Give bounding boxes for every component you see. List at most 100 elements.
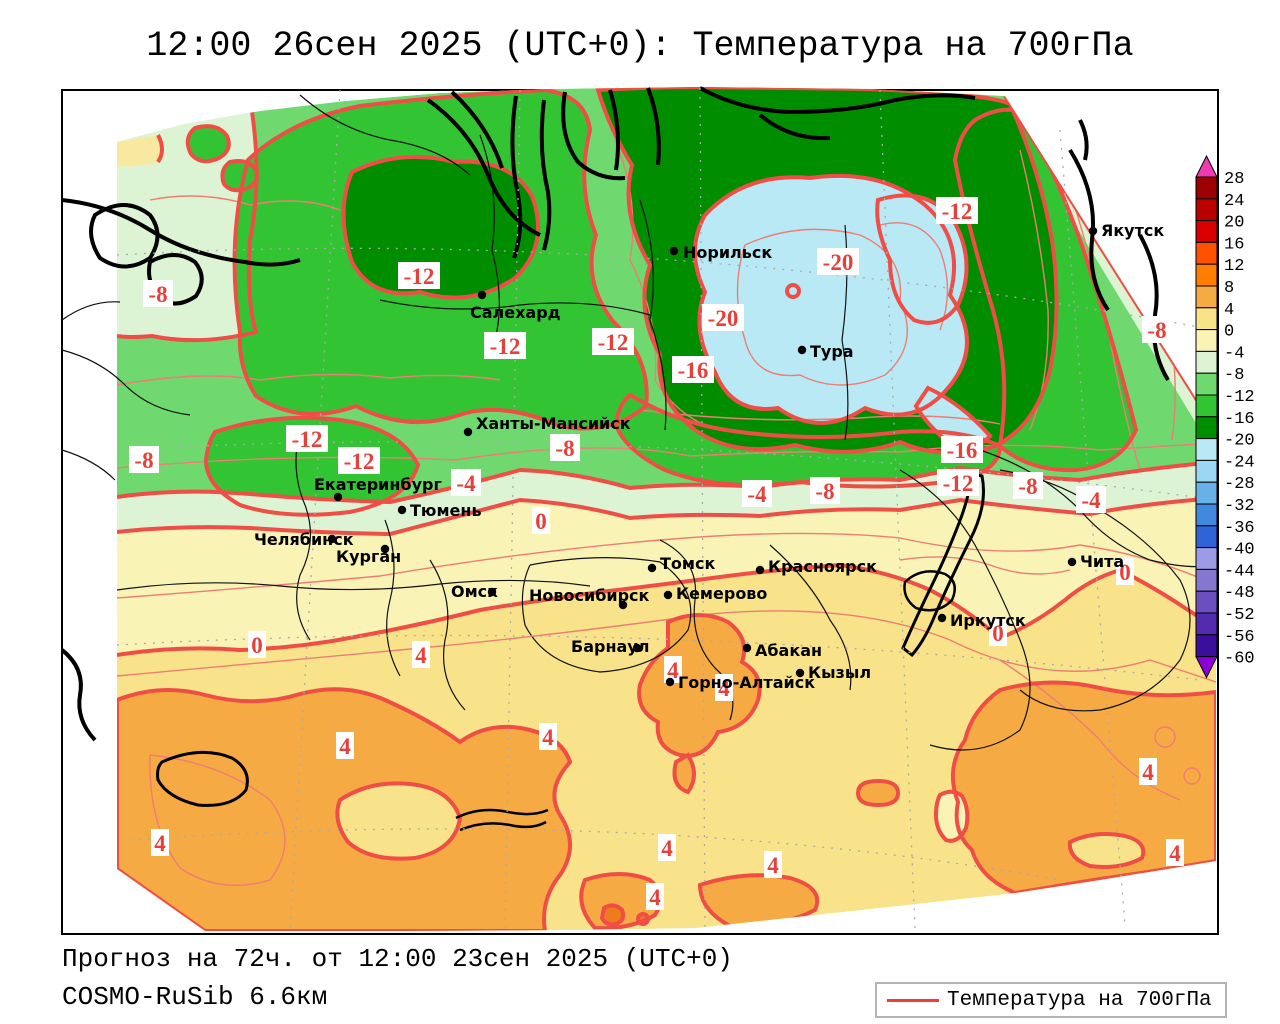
city-label: Тюмень xyxy=(410,501,482,520)
lake-sw xyxy=(156,750,249,807)
svg-text:-8: -8 xyxy=(134,448,153,473)
colorbar-label: -60 xyxy=(1224,650,1255,669)
colorbar-label: -28 xyxy=(1224,475,1255,494)
svg-text:4: 4 xyxy=(1142,760,1154,785)
colorbar-block xyxy=(1195,220,1218,243)
svg-text:-12: -12 xyxy=(404,264,435,289)
city-dot xyxy=(477,290,487,300)
colorbar-label: 24 xyxy=(1224,192,1244,211)
legend-box: Температура на 700гПа xyxy=(875,982,1227,1018)
city-Горно-Алтайск: Горно-Алтайск xyxy=(665,673,815,692)
city-label: Омск xyxy=(451,582,498,601)
colorbar-block xyxy=(1195,329,1218,352)
contour-label: -4 xyxy=(1076,486,1106,513)
city-label: Челябинск xyxy=(254,530,354,549)
svg-text:-12: -12 xyxy=(490,334,521,359)
contour-label: -12 xyxy=(484,332,526,359)
svg-text:-20: -20 xyxy=(708,306,739,331)
colorbar-label: -40 xyxy=(1224,541,1255,560)
svg-text:-4: -4 xyxy=(747,482,767,507)
city-label: Абакан xyxy=(755,641,822,660)
svg-text:-12: -12 xyxy=(344,449,375,474)
contour-label: -12 xyxy=(338,447,380,474)
colorbar-label: 8 xyxy=(1224,279,1234,298)
city-Норильск: Норильск xyxy=(669,243,772,262)
svg-text:-8: -8 xyxy=(555,436,574,461)
colorbar-block xyxy=(1195,416,1218,440)
city-label: Томск xyxy=(660,554,715,573)
city-label: Салехард xyxy=(470,303,561,322)
contour-label: 4 xyxy=(658,834,676,861)
colorbar-block xyxy=(1195,307,1218,331)
contour-label: 0 xyxy=(248,631,266,658)
city-dot xyxy=(797,345,807,355)
svg-text:-4: -4 xyxy=(1081,488,1101,513)
city-Иркутск: Иркутск xyxy=(937,611,1026,630)
city-dot xyxy=(1067,557,1077,567)
svg-text:-8: -8 xyxy=(1018,474,1037,499)
city-dot xyxy=(487,587,497,597)
contour-label: -12 xyxy=(286,425,328,452)
svg-text:-16: -16 xyxy=(678,358,709,383)
svg-text:4: 4 xyxy=(649,885,661,910)
city-label: Горно-Алтайск xyxy=(678,673,815,692)
city-Кемерово: Кемерово xyxy=(663,584,767,603)
colorbar-label: 16 xyxy=(1224,235,1244,254)
contour-label: -16 xyxy=(941,436,983,463)
contour-label: -20 xyxy=(817,248,859,275)
svg-text:4: 4 xyxy=(1169,841,1181,866)
colorbar-triangle-bottom xyxy=(1195,656,1218,679)
svg-text:-8: -8 xyxy=(1147,318,1166,343)
contour-label: 0 xyxy=(989,619,1007,646)
city-label: Чита xyxy=(1080,552,1124,571)
city-Курган: Курган xyxy=(336,544,401,566)
city-Чита: Чита xyxy=(1067,552,1124,571)
city-dot xyxy=(463,427,473,437)
svg-text:0: 0 xyxy=(1119,560,1131,585)
contour-label: -12 xyxy=(936,197,978,224)
city-dot xyxy=(663,590,673,600)
model-info: COSMO-RuSib 6.6км xyxy=(62,982,328,1012)
city-dot xyxy=(618,600,628,610)
svg-text:-12: -12 xyxy=(292,427,323,452)
city-dot xyxy=(665,677,675,687)
model-domain xyxy=(117,87,1216,931)
city-dot xyxy=(333,492,343,502)
colorbar-block xyxy=(1195,503,1218,527)
contour-label: 4 xyxy=(646,883,664,910)
contour-label: -8 xyxy=(810,477,840,504)
svg-text:-8: -8 xyxy=(148,282,167,307)
colorbar-block xyxy=(1195,590,1218,614)
svg-text:-8: -8 xyxy=(815,479,834,504)
contour-label: 4 xyxy=(764,851,782,878)
forecast-info: Прогноз на 72ч. от 12:00 23сен 2025 (UTC… xyxy=(62,944,733,974)
city-label: Якутск xyxy=(1101,221,1164,240)
colorbar-label: -48 xyxy=(1224,584,1255,603)
svg-text:-12: -12 xyxy=(942,199,973,224)
colorbar-label: -20 xyxy=(1224,432,1255,451)
colorbar-block xyxy=(1195,350,1218,374)
city-Якутск: Якутск xyxy=(1088,221,1164,240)
colorbar-block xyxy=(1195,263,1218,287)
contour-label: -8 xyxy=(1142,316,1172,343)
city-dot xyxy=(937,613,947,623)
colorbar-label: -32 xyxy=(1224,497,1255,516)
contour-label: -12 xyxy=(592,328,634,355)
svg-text:-12: -12 xyxy=(598,330,629,355)
city-dot xyxy=(397,505,407,515)
city-dot xyxy=(1088,226,1098,236)
contour-label: 0 xyxy=(532,507,550,534)
contour-label: -20 xyxy=(702,304,744,331)
city-Омск: Омск xyxy=(451,582,498,601)
contour-label: -12 xyxy=(937,469,979,496)
city-Челябинск: Челябинск xyxy=(254,530,354,549)
lake-near-irkutsk xyxy=(903,570,957,612)
legend-line-sample xyxy=(887,998,939,1002)
city-Барнаул: Барнаул xyxy=(571,637,649,656)
svg-text:4: 4 xyxy=(667,658,679,683)
city-label: Иркутск xyxy=(950,611,1026,630)
svg-text:4: 4 xyxy=(154,831,166,856)
colorbar-label: -16 xyxy=(1224,410,1255,429)
colorbar-block xyxy=(1195,285,1218,309)
city-dot xyxy=(795,668,805,678)
